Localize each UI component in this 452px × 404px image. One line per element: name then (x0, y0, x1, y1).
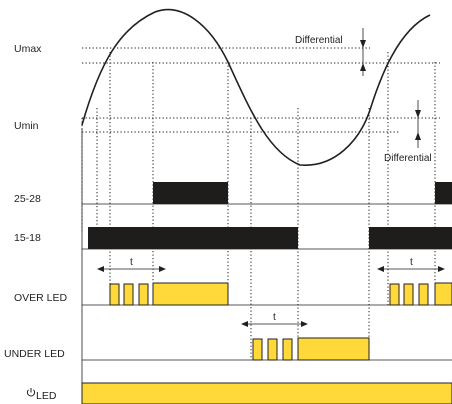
relay-25-28-label: 25-28 (14, 193, 41, 205)
relay-15-18-trace (88, 227, 452, 249)
power-symbol-icon (26, 388, 36, 397)
over-led-trace (109, 282, 452, 306)
timing-arrow-2 (241, 321, 308, 327)
relay-15-18-label: 15-18 (14, 232, 41, 244)
under-led-label: UNDER LED (4, 348, 65, 360)
differential-marker-top (360, 28, 366, 76)
differential-label-top: Differential (295, 35, 343, 46)
power-led-label: LED (36, 390, 57, 402)
voltage-waveform (81, 8, 431, 166)
timing-label-1: t (130, 257, 133, 268)
timing-arrow-3 (377, 266, 445, 272)
timing-label-2: t (273, 312, 276, 323)
umax-label: Umax (14, 43, 42, 55)
power-led-trace (81, 382, 452, 404)
timing-label-3: t (410, 257, 413, 268)
differential-marker-bottom (415, 100, 421, 148)
threshold-lines (82, 47, 440, 133)
over-led-label: OVER LED (14, 292, 68, 304)
timing-arrow-1 (97, 266, 166, 272)
vertical-guides (81, 52, 436, 360)
relay-25-28-trace (153, 182, 452, 204)
differential-label-bottom: Differential (384, 153, 432, 164)
under-led-trace (252, 337, 370, 361)
umin-label: Umin (14, 120, 39, 132)
